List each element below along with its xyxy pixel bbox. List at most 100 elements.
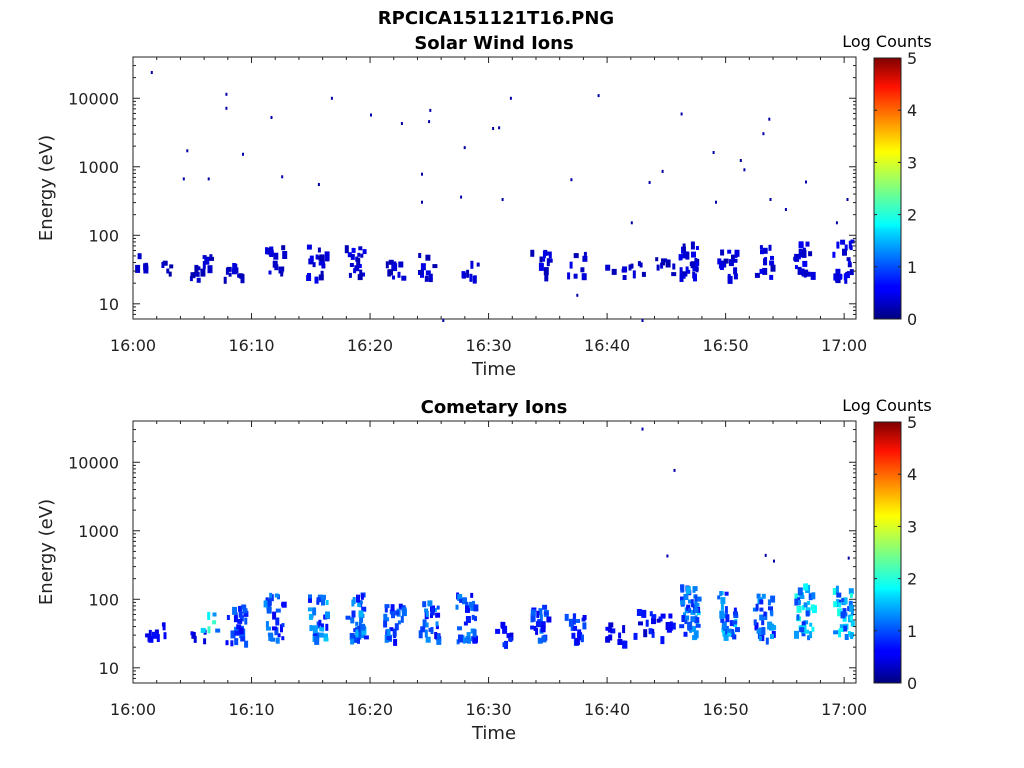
spectrogram-cell — [207, 626, 211, 634]
spectrogram-cell — [457, 594, 463, 601]
spectrogram-cell — [760, 635, 765, 642]
spectrogram-cell — [754, 272, 760, 278]
spectrogram-cell — [243, 610, 249, 617]
spectrogram-cell — [358, 610, 364, 618]
spectrogram-cell — [435, 612, 441, 618]
spectrogram-point — [370, 113, 372, 117]
spectrogram-cell — [161, 262, 165, 268]
spectrogram-cell — [794, 593, 799, 600]
spectrogram-cell — [538, 608, 543, 616]
spectrogram-cell — [839, 273, 842, 280]
figure-title: RPCICA151121T16.PNG — [378, 8, 614, 29]
spectrogram-cell — [281, 245, 286, 251]
spectrogram-cell — [357, 252, 361, 257]
spectrogram-cell — [767, 599, 771, 606]
spectrogram-cell — [651, 618, 656, 625]
spectrogram-cell — [358, 246, 363, 251]
spectrogram-cell — [656, 618, 661, 623]
spectrogram-cell — [234, 630, 240, 636]
spectrogram-cell — [638, 621, 643, 626]
spectrogram-point — [739, 159, 742, 162]
spectrogram-cell — [145, 633, 150, 638]
spectrogram-cell — [798, 249, 803, 257]
spectrogram-cell — [838, 599, 842, 604]
spectrogram-cell — [239, 615, 244, 622]
spectrogram-cell — [691, 625, 697, 632]
spectrogram-cell — [472, 635, 478, 644]
spectrogram-cell — [418, 270, 423, 275]
spectrogram-cell — [717, 595, 721, 600]
spectrogram-cell — [425, 612, 429, 617]
spectrogram-cell — [720, 618, 725, 623]
spectrogram-cell — [356, 594, 360, 603]
y-tick-label: 10 — [99, 659, 119, 678]
spectrogram-cell — [683, 612, 686, 617]
spectrogram-cell — [839, 628, 844, 632]
spectrogram-cell — [189, 276, 193, 282]
spectrogram-point — [570, 178, 573, 182]
spectrogram-cell — [281, 601, 287, 608]
spectrogram-point — [442, 319, 445, 322]
spectrogram-cell — [225, 640, 229, 646]
spectrogram-cell — [723, 626, 729, 634]
spectrogram-cell — [539, 614, 543, 623]
spectrogram-cell — [473, 604, 479, 612]
spectrogram-cell — [540, 621, 546, 630]
spectrogram-cell — [645, 619, 649, 627]
spectrogram-point — [743, 168, 746, 172]
spectrogram-cell — [312, 607, 317, 616]
spectrogram-cell — [797, 599, 801, 605]
spectrogram-cell — [718, 260, 724, 269]
spectrogram-cell — [432, 264, 438, 269]
spectrogram-cell — [801, 268, 805, 277]
spectrogram-cell — [242, 608, 248, 614]
spectrogram-cell — [457, 626, 462, 631]
spectrogram-cell — [543, 267, 549, 276]
spectrogram-cell — [385, 261, 389, 269]
spectrogram-cell — [281, 636, 285, 641]
spectrogram-point — [835, 221, 838, 225]
spectrogram-cell — [231, 268, 237, 275]
spectrogram-cell — [465, 636, 470, 644]
spectrogram-cell — [422, 619, 427, 628]
spectrogram-cell — [321, 594, 326, 600]
spectrogram-cell — [808, 593, 813, 601]
spectrogram-cell — [680, 600, 686, 606]
spectrogram-cell — [204, 256, 210, 265]
spectrogram-cell — [459, 598, 463, 603]
spectrogram-cell — [540, 625, 546, 633]
spectrogram-cell — [495, 628, 501, 634]
spectrogram-cell — [622, 640, 628, 649]
spectrogram-point — [150, 71, 153, 74]
spectrogram-cell — [722, 613, 727, 619]
spectrogram-cell — [317, 247, 321, 253]
spectrogram-cell — [805, 271, 811, 277]
spectrogram-cell — [232, 606, 238, 615]
colorbar-tick-label: 1 — [907, 258, 917, 277]
spectrogram-cell — [605, 626, 609, 631]
spectrogram-cell — [268, 597, 272, 606]
spectrogram-cell — [810, 271, 816, 280]
spectrogram-cell — [309, 625, 313, 632]
spectrogram-cell — [196, 277, 201, 283]
spectrogram-cell — [664, 258, 668, 263]
spectrogram-cell — [502, 642, 506, 648]
spectrogram-cell — [802, 260, 808, 267]
spectrogram-cell — [694, 601, 698, 609]
spectrogram-cell — [724, 606, 728, 615]
spectrogram-cell — [237, 618, 243, 624]
spectrogram-cell — [163, 632, 167, 640]
spectrogram-cell — [850, 633, 853, 639]
spectrogram-cell — [729, 620, 734, 627]
spectrogram-cell — [582, 615, 587, 620]
spectrogram-cell — [192, 632, 196, 638]
spectrogram-cell — [770, 610, 774, 617]
spectrogram-cell — [470, 592, 474, 598]
spectrogram-cell — [536, 610, 540, 618]
spectrogram-cell — [156, 634, 160, 642]
spectrogram-cell — [238, 605, 242, 612]
spectrogram-cell — [832, 251, 836, 258]
spectrogram-cell — [798, 243, 804, 249]
spectrogram-point — [400, 122, 403, 125]
spectrogram-cell — [841, 598, 845, 603]
